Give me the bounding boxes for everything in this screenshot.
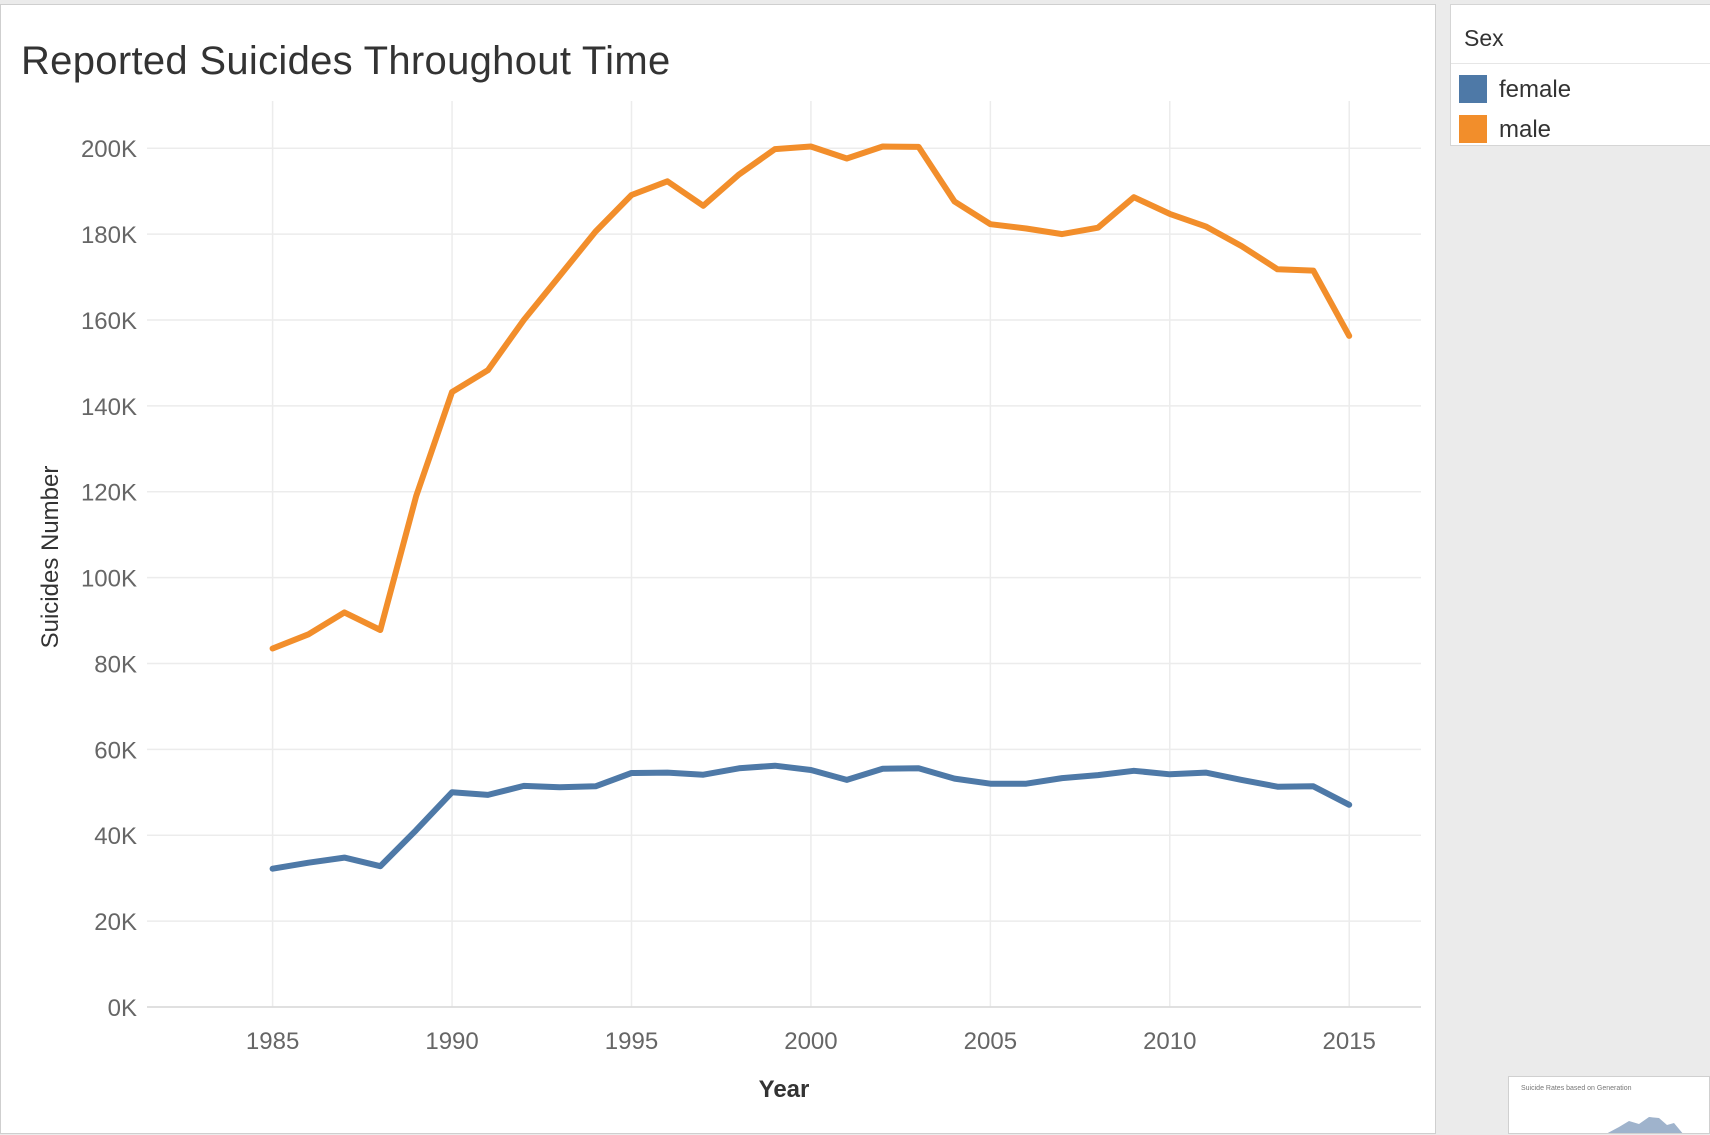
y-tick-label: 20K <box>94 909 137 936</box>
y-tick-label: 160K <box>81 308 137 335</box>
legend-swatch-male <box>1459 115 1487 143</box>
thumbnail-preview <box>1607 1117 1683 1133</box>
x-tick-label: 1995 <box>605 1028 658 1055</box>
y-tick-label: 180K <box>81 222 137 249</box>
y-tick-label: 40K <box>94 823 137 850</box>
x-axis-title: Year <box>759 1076 810 1103</box>
y-axis-title: Suicides Number <box>37 466 64 649</box>
legend-item-male[interactable]: male <box>1459 115 1699 145</box>
y-tick-label: 60K <box>94 737 137 764</box>
x-tick-label: 1990 <box>425 1028 478 1055</box>
y-tick-label: 140K <box>81 394 137 421</box>
x-tick-label: 2000 <box>784 1028 837 1055</box>
chart-panel: Reported Suicides Throughout Time 0K 20K 4… <box>0 4 1436 1134</box>
x-tick-label: 2015 <box>1323 1028 1376 1055</box>
x-tick-label: 2005 <box>964 1028 1017 1055</box>
y-tick-label: 100K <box>81 566 137 593</box>
sheet-thumbnail[interactable]: Suicide Rates based on Generation <box>1508 1076 1710 1134</box>
y-tick-label: 80K <box>94 651 137 678</box>
legend-swatch-female <box>1459 75 1487 103</box>
legend-panel: Sex female male <box>1450 4 1710 146</box>
legend-item-female[interactable]: female <box>1459 75 1699 105</box>
chart-title: Reported Suicides Throughout Time <box>21 39 671 83</box>
legend-label-female: female <box>1499 76 1572 103</box>
series-line-female <box>269 762 1353 872</box>
legend-title: Sex <box>1464 25 1504 51</box>
y-tick-label: 120K <box>81 480 137 507</box>
x-tick-label: 2010 <box>1143 1028 1196 1055</box>
thumbnail-title: Suicide Rates based on Generation <box>1521 1085 1632 1092</box>
legend-label-male: male <box>1499 116 1552 143</box>
y-tick-label: 0K <box>108 995 137 1022</box>
x-tick-label: 1985 <box>246 1028 299 1055</box>
series-line-male <box>269 143 1353 652</box>
legend-header: Sex <box>1451 5 1710 64</box>
line-chart: 0K 20K 40K 60K 80K 100K 120K 140K 160K 180K 200K 19… <box>37 101 1421 1103</box>
y-tick-label: 200K <box>81 136 137 163</box>
